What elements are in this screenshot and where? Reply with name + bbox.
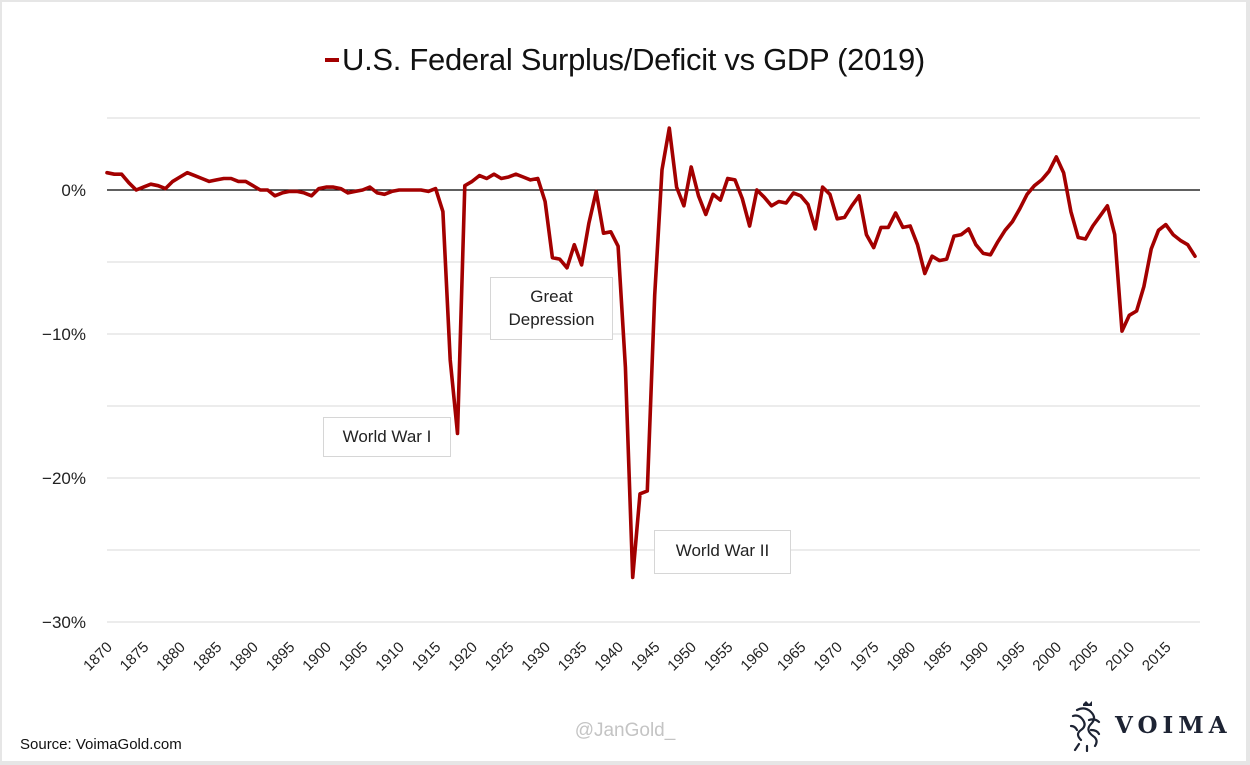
x-tick-label: 1870: [80, 639, 116, 675]
x-tick-label: 1915: [409, 639, 445, 675]
x-tick-label: 1935: [555, 639, 591, 675]
x-tick-label: 1900: [299, 639, 335, 675]
y-tick-label: 0%: [61, 181, 86, 200]
series-line: [105, 126, 1197, 580]
x-tick-label: 1890: [226, 639, 262, 675]
x-tick-label: 1940: [591, 639, 627, 675]
annotation-world-war-1: World War I: [323, 417, 451, 457]
watermark-handle: @JanGold_: [574, 720, 676, 741]
x-tick-label: 1875: [117, 639, 153, 675]
x-tick-label: 2015: [1139, 639, 1175, 675]
annotation-text: World War II: [675, 541, 770, 560]
y-tick-label: −10%: [42, 325, 86, 344]
x-tick-label: 1960: [737, 639, 773, 675]
x-tick-label: 1990: [956, 639, 992, 675]
chart-title-text: U.S. Federal Surplus/Deficit vs GDP (201…: [342, 42, 925, 77]
x-tick-label: 1995: [993, 639, 1029, 675]
x-tick-label: 1930: [518, 639, 554, 675]
y-tick-label: −30%: [42, 613, 86, 632]
x-tick-label: 1895: [263, 639, 299, 675]
x-tick-label: 1945: [628, 639, 664, 675]
x-tick-label: 1970: [810, 639, 846, 675]
voima-logo: VOIMA: [1065, 700, 1245, 752]
annotation-text: Great Depression: [508, 287, 595, 329]
x-tick-label: 1965: [774, 639, 810, 675]
lion-crest-icon: [1069, 701, 1101, 752]
brand-name: VOIMA: [1115, 712, 1232, 739]
x-tick-label: 1910: [372, 639, 408, 675]
legend-swatch: [325, 57, 340, 62]
annotation-world-war-2: World War II: [654, 530, 791, 574]
x-tick-label: 1975: [847, 639, 883, 675]
x-tick-label: 2005: [1066, 639, 1102, 675]
x-tick-label: 2010: [1102, 639, 1138, 675]
chart-title: U.S. Federal Surplus/Deficit vs GDP (201…: [0, 42, 1250, 78]
x-tick-label: 1905: [336, 639, 372, 675]
y-tick-label: −20%: [42, 469, 86, 488]
x-tick-label: 1885: [190, 639, 226, 675]
x-tick-label: 1880: [153, 639, 189, 675]
annotation-great-depression: Great Depression: [490, 277, 613, 340]
annotation-text: World War I: [342, 427, 432, 446]
x-tick-label: 1980: [883, 639, 919, 675]
x-tick-label: 1955: [701, 639, 737, 675]
x-tick-label: 2000: [1029, 639, 1065, 675]
x-tick-label: 1925: [482, 639, 518, 675]
x-tick-label: 1985: [920, 639, 956, 675]
source-label: Source: VoimaGold.com: [20, 736, 182, 753]
x-tick-label: 1950: [664, 639, 700, 675]
x-tick-label: 1920: [445, 639, 481, 675]
